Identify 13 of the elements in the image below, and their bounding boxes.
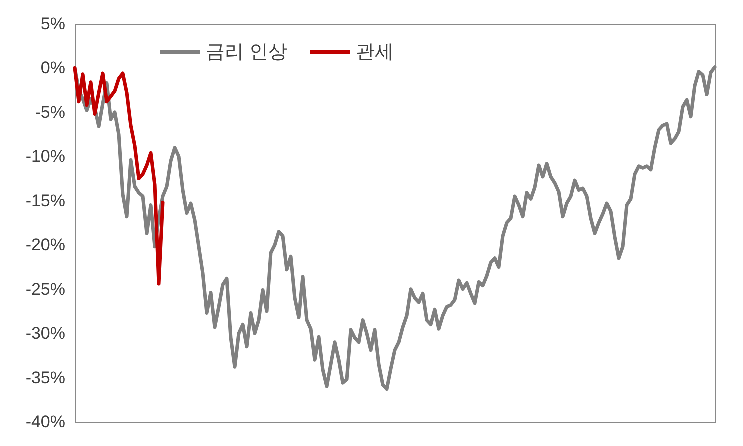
y-tick-label: -10% bbox=[26, 147, 66, 166]
y-tick-label: -40% bbox=[26, 412, 66, 432]
y-tick-label: -25% bbox=[26, 280, 66, 299]
y-tick-label: 0% bbox=[40, 58, 66, 78]
y-tick-label: -35% bbox=[26, 368, 66, 388]
y-tick-label: -5% bbox=[35, 102, 66, 122]
y-tick-label: -30% bbox=[26, 324, 66, 344]
y-tick-label: -20% bbox=[26, 236, 66, 255]
legend-label: 금리 인상 bbox=[206, 42, 288, 63]
line-series bbox=[73, 66, 165, 286]
y-tick-label: 5% bbox=[40, 14, 66, 34]
y-tick-label: -15% bbox=[26, 191, 66, 210]
legend-label: 관세 bbox=[356, 42, 394, 63]
